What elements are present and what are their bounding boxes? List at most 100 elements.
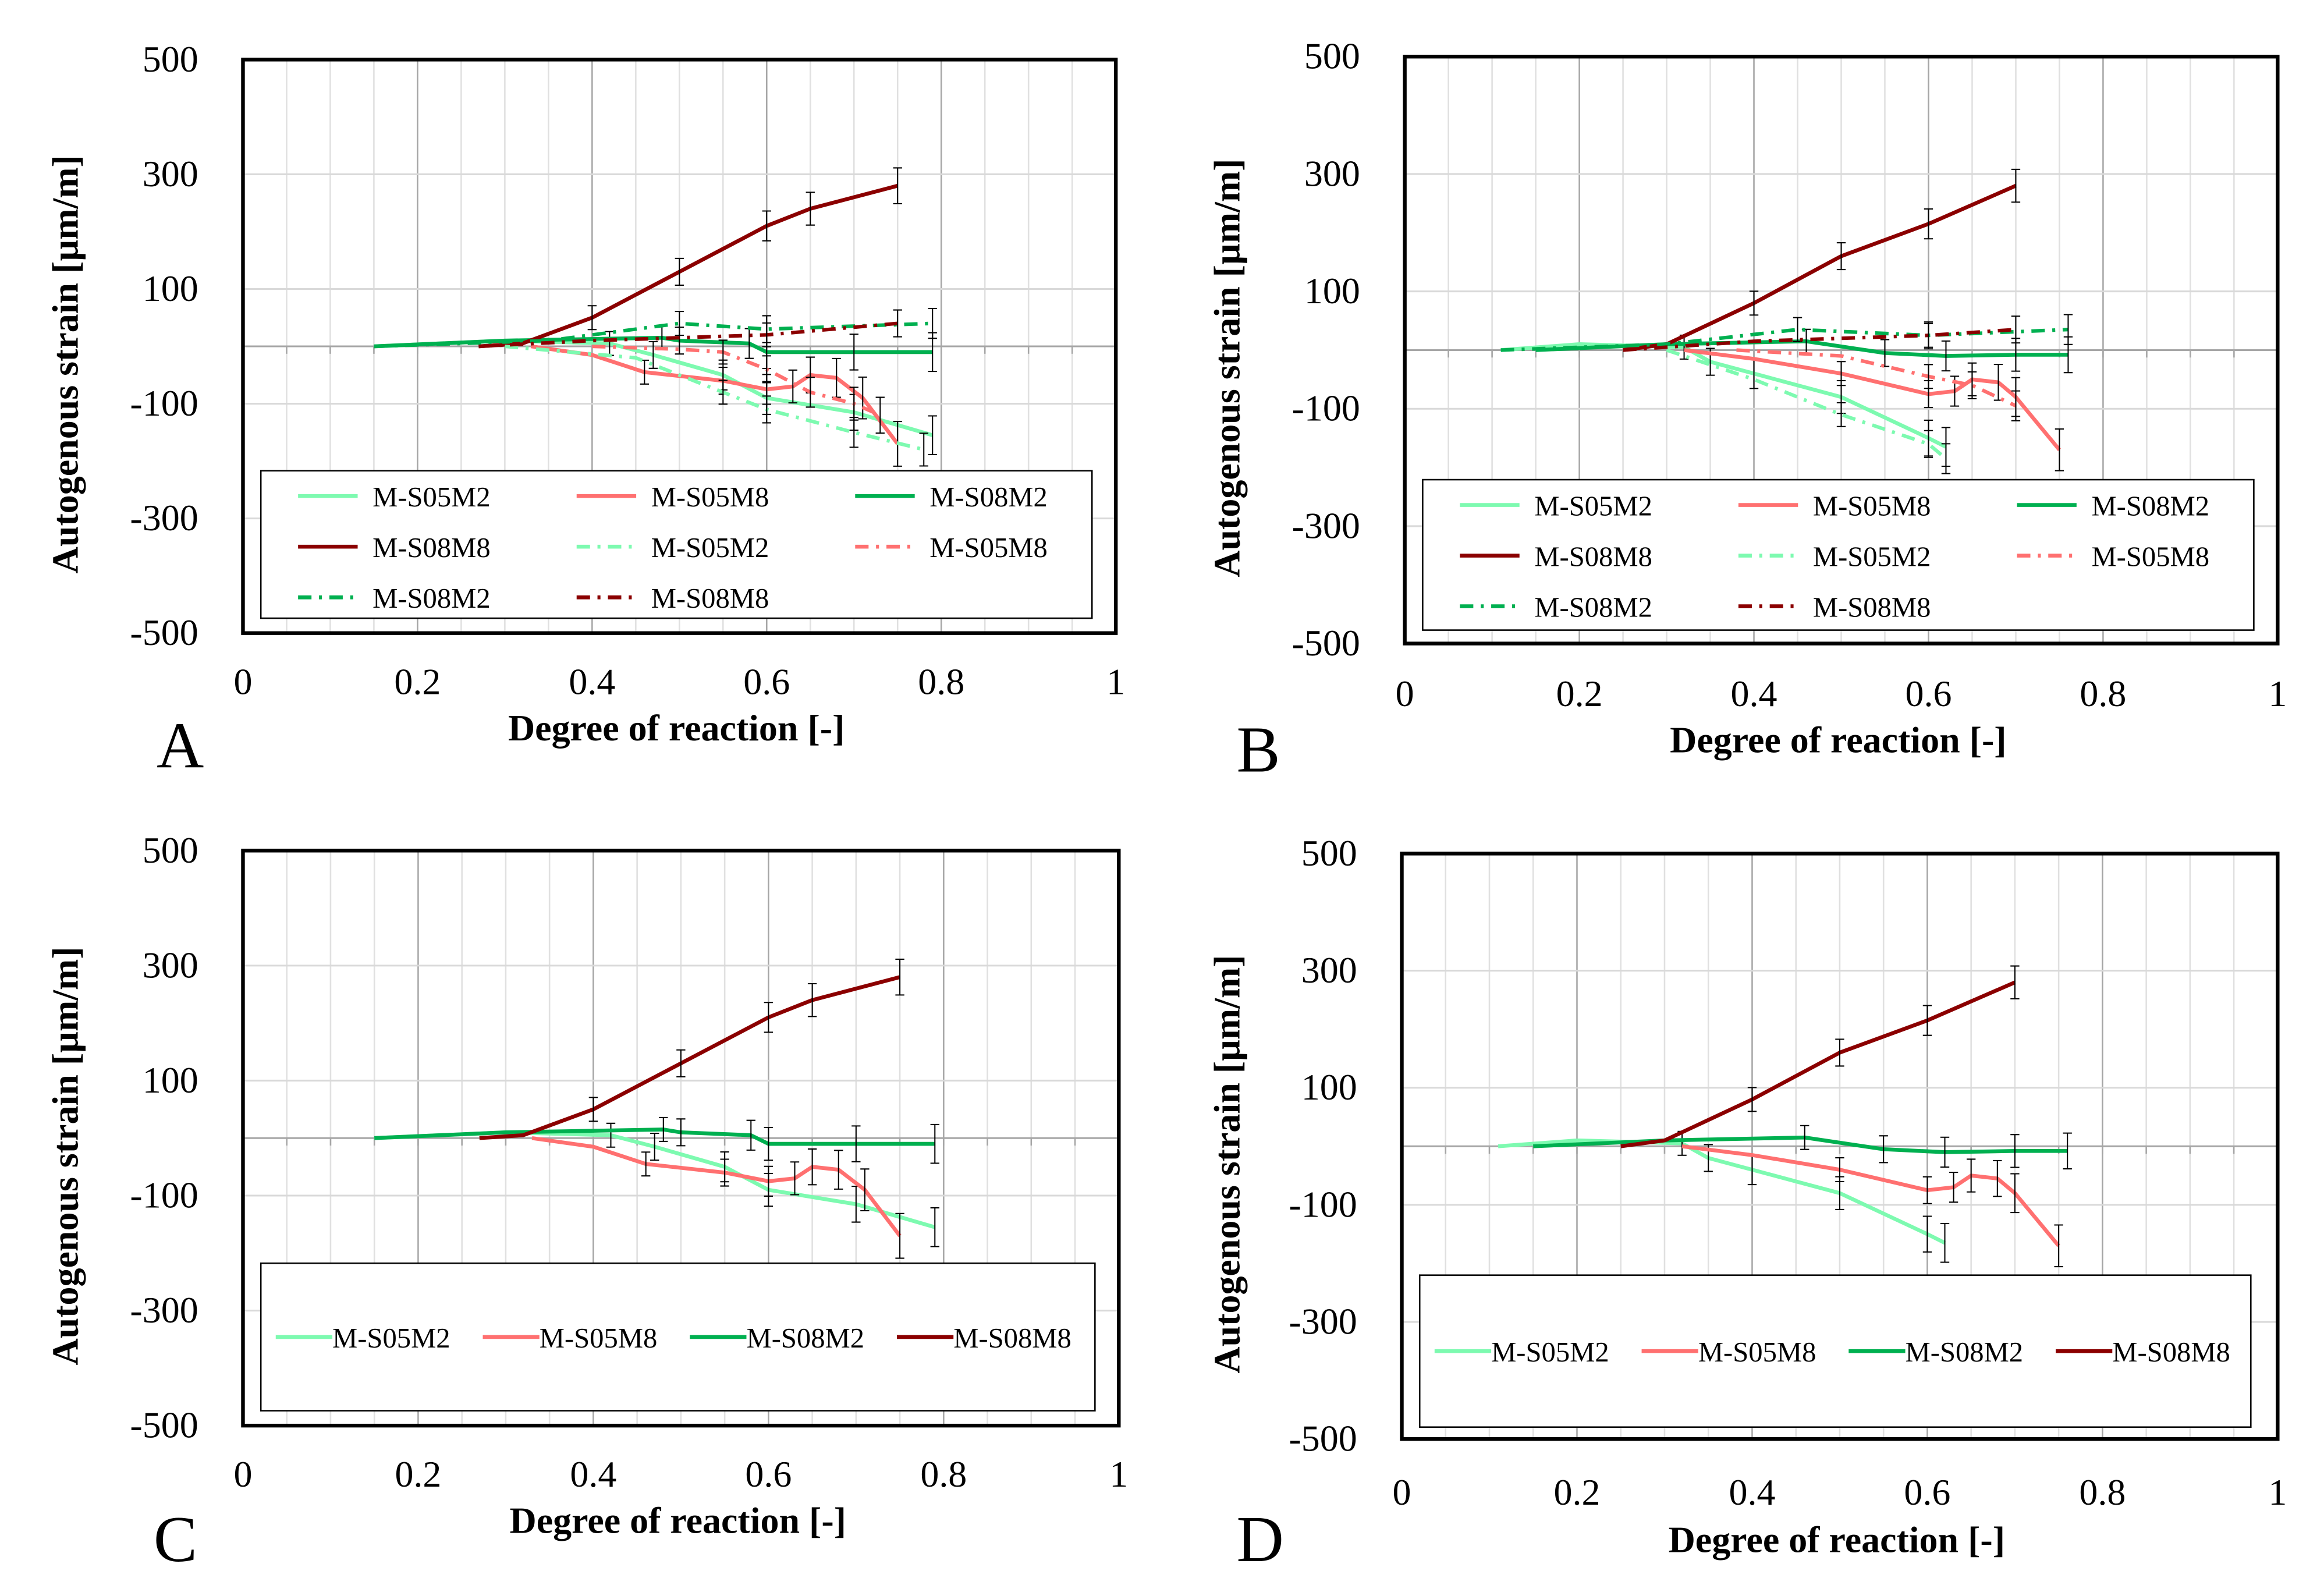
x-tick-label: 0.8 xyxy=(2080,673,2126,714)
legend-item: M-S08M2 xyxy=(1848,1336,2023,1368)
legend-item: M-S08M8 xyxy=(896,1322,1071,1354)
plot-area-frame xyxy=(241,849,1121,1428)
legend-label: M-S05M8 xyxy=(1813,490,1931,522)
error-bar xyxy=(2054,1224,2063,1268)
error-bar xyxy=(1879,1135,1888,1164)
series-line-m-s05m8 xyxy=(530,344,899,445)
chart-panel-a: 500 300 100 -100 -300 -500 0 0.2 0.4 0.6 0.8 1 M-S05… xyxy=(44,38,1125,782)
x-tick-label: 1 xyxy=(2268,673,2287,714)
legend-item: M-S08M2 xyxy=(298,583,491,614)
error-bar xyxy=(1835,1157,1844,1183)
x-tick-label: 1 xyxy=(1109,1453,1128,1495)
legend-box xyxy=(1422,478,2255,631)
error-bar xyxy=(764,1002,774,1033)
error-bar xyxy=(1924,322,1933,348)
legend-item: M-S08M8 xyxy=(1460,541,1652,573)
series-line-m-s08m8 xyxy=(1623,184,2017,352)
y-axis-title: Autogenous strain [µm/m] xyxy=(1207,159,1248,577)
legend-item: M-S08M2 xyxy=(855,481,1048,513)
legend-label: M-S08M2 xyxy=(2091,490,2209,522)
error-bar xyxy=(1940,1222,1950,1263)
legend-item: M-S08M8 xyxy=(298,532,491,563)
error-bar xyxy=(718,339,728,365)
x-tick-label: 0.2 xyxy=(395,1453,441,1495)
series-line-m-s08m8-dashdot xyxy=(478,321,898,349)
error-bar xyxy=(893,167,902,204)
legend-item: M-S05M8 xyxy=(576,481,769,513)
error-bar xyxy=(919,432,928,467)
error-bar xyxy=(851,1125,861,1162)
series-line-m-s05m2 xyxy=(1500,342,1947,449)
series-line-m-s05m8 xyxy=(1681,1144,2060,1247)
y-tick-label: 500 xyxy=(1301,832,1357,874)
error-bar xyxy=(1924,430,1933,458)
x-tick-label: 0 xyxy=(1396,673,1414,714)
legend-label: M-S05M2 xyxy=(1813,541,1931,573)
y-tick-label: 100 xyxy=(1304,270,1360,311)
y-tick-label: -300 xyxy=(1292,505,1360,546)
panel-label: D xyxy=(1236,1504,1283,1576)
y-tick-label: 300 xyxy=(1304,153,1360,194)
legend: M-S05M2 M-S05M8 M-S08M2 M-S08M8 xyxy=(260,1262,1096,1412)
error-bar xyxy=(849,387,858,421)
legend: M-S05M2 M-S05M8 M-S08M2 M-S08M8 M-S05M2 M-S05… xyxy=(1422,478,2255,631)
error-bar xyxy=(806,377,815,408)
error-bar xyxy=(1922,1215,1932,1253)
x-tick-label: 0.2 xyxy=(1554,1471,1601,1513)
x-tick-label: 0.2 xyxy=(394,661,441,703)
legend-item: M-S05M2 xyxy=(298,481,491,513)
series-line-m-s08m8 xyxy=(1620,980,2016,1148)
error-bar xyxy=(648,341,658,369)
y-tick-label: 100 xyxy=(143,1059,198,1101)
x-tick-label: 0.6 xyxy=(745,1453,792,1495)
error-bar xyxy=(762,395,771,424)
legend-item: M-S05M2 xyxy=(576,532,769,563)
y-tick-label: -100 xyxy=(130,382,198,424)
x-tick-label: 0 xyxy=(233,661,252,703)
legend-label: M-S05M2 xyxy=(1491,1336,1609,1368)
legend-label: M-S08M2 xyxy=(1534,592,1652,623)
error-bar xyxy=(2063,314,2073,345)
error-bar xyxy=(875,396,885,434)
x-tick-label: 1 xyxy=(1106,661,1125,703)
error-bar xyxy=(930,1123,939,1164)
error-bar xyxy=(1940,1136,1950,1168)
error-bar xyxy=(588,1097,598,1122)
error-bar xyxy=(858,376,867,420)
x-tick-label: 0.8 xyxy=(918,661,964,703)
error-bar xyxy=(764,1126,774,1161)
error-bar xyxy=(720,1158,729,1187)
legend-item: M-S05M2 xyxy=(1738,541,1931,573)
y-tick-label: -100 xyxy=(1289,1183,1357,1225)
legend-label: M-S05M8 xyxy=(929,532,1048,563)
error-bar xyxy=(641,1151,651,1177)
error-bar xyxy=(2063,1132,2072,1170)
x-tick-label: 0.4 xyxy=(570,1453,616,1495)
error-bar xyxy=(1993,1160,2002,1197)
error-bar xyxy=(807,1148,817,1186)
error-bar xyxy=(1949,1172,1958,1203)
legend: M-S05M2 M-S05M8 M-S08M2 M-S08M8 xyxy=(1418,1274,2252,1428)
error-bar xyxy=(860,1168,870,1211)
error-bar xyxy=(676,1118,686,1147)
error-bar xyxy=(1800,1125,1809,1150)
error-bar xyxy=(928,415,937,456)
legend-label: M-S08M8 xyxy=(1534,541,1652,573)
legend-label: M-S08M8 xyxy=(372,532,491,563)
legend-label: M-S05M2 xyxy=(651,532,769,563)
error-bar xyxy=(2055,428,2064,471)
error-bar xyxy=(762,210,771,242)
legend-label: M-S05M8 xyxy=(1698,1336,1816,1368)
error-bar xyxy=(1922,1176,1932,1204)
error-bar xyxy=(1747,1087,1757,1112)
legend-item: M-S05M8 xyxy=(482,1322,657,1354)
error-bar xyxy=(762,322,771,348)
legend-label: M-S05M2 xyxy=(1534,490,1652,522)
y-tick-label: -500 xyxy=(1292,622,1360,664)
error-bar xyxy=(2011,168,2021,203)
y-tick-label: -300 xyxy=(130,497,198,538)
y-tick-label: 300 xyxy=(143,944,198,985)
error-bar xyxy=(1941,443,1951,474)
chart-panel-c: 500 300 100 -100 -300 -500 0 0.2 0.4 0.6 0.8 1 M-S05… xyxy=(44,829,1128,1576)
error-bar xyxy=(1924,208,1933,240)
